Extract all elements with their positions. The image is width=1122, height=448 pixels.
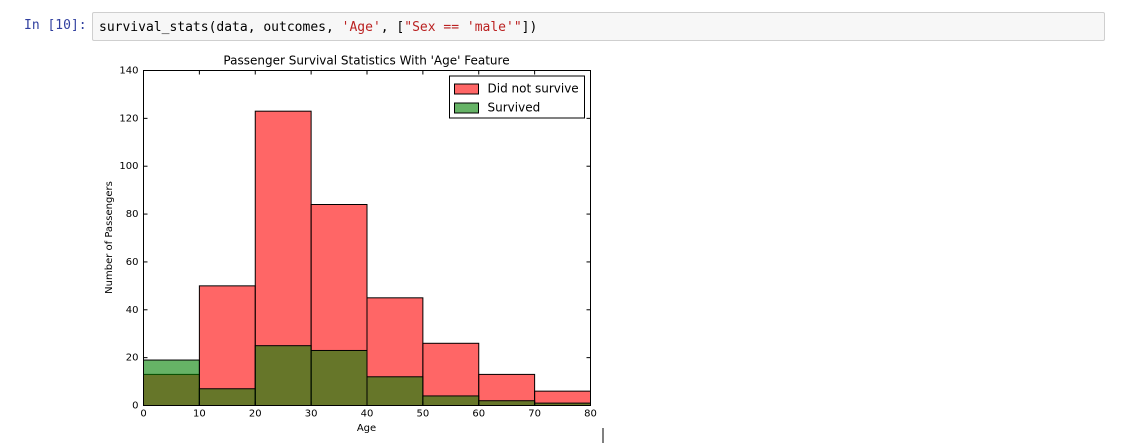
y-tick-label: 80 [126, 209, 139, 220]
histogram-bar [254, 345, 312, 406]
y-tick-label: 60 [126, 257, 139, 268]
code: ]) [521, 20, 538, 35]
legend-label: Survived [488, 101, 541, 115]
x-tick-label: 60 [472, 409, 485, 420]
x-tick-label: 70 [528, 409, 541, 420]
x-axis-label: Age [357, 423, 376, 434]
x-tick-label: 80 [584, 409, 597, 420]
x-tick-label: 10 [193, 409, 206, 420]
chart-title: Passenger Survival Statistics With 'Age'… [223, 54, 509, 68]
histogram-bar [422, 395, 480, 406]
legend-label: Did not survive [488, 82, 579, 96]
histogram-bar [478, 400, 536, 407]
x-tick-label: 0 [140, 409, 146, 420]
histogram-bar [198, 285, 256, 407]
y-tick-label: 40 [126, 305, 139, 316]
input-prompt: In [10]: [24, 18, 87, 33]
code-string: 'Age' [341, 20, 381, 35]
y-tick-label: 120 [119, 113, 138, 124]
code: , [ [380, 20, 405, 35]
code-cell[interactable]: survival_stats(data, outcomes, 'Age', ["… [92, 12, 1105, 41]
x-tick-label: 50 [417, 409, 430, 420]
legend-swatch [454, 102, 479, 114]
y-tick-label: 0 [132, 401, 138, 412]
histogram-bar [143, 359, 200, 406]
x-tick-label: 40 [361, 409, 374, 420]
y-tick-label: 140 [119, 66, 138, 77]
y-tick-label: 20 [126, 353, 139, 364]
histogram-bar [198, 388, 256, 406]
x-tick-label: 20 [249, 409, 262, 420]
legend-swatch [454, 83, 479, 95]
code-string: "Sex == 'male'" [404, 20, 522, 35]
histogram-bar [310, 349, 368, 407]
code: survival_stats(data, outcomes, [99, 20, 342, 35]
histogram-bar [366, 376, 424, 406]
y-tick-label: 100 [119, 161, 138, 172]
x-tick-label: 30 [305, 409, 318, 420]
y-axis-label: Number of Passengers [104, 181, 115, 294]
